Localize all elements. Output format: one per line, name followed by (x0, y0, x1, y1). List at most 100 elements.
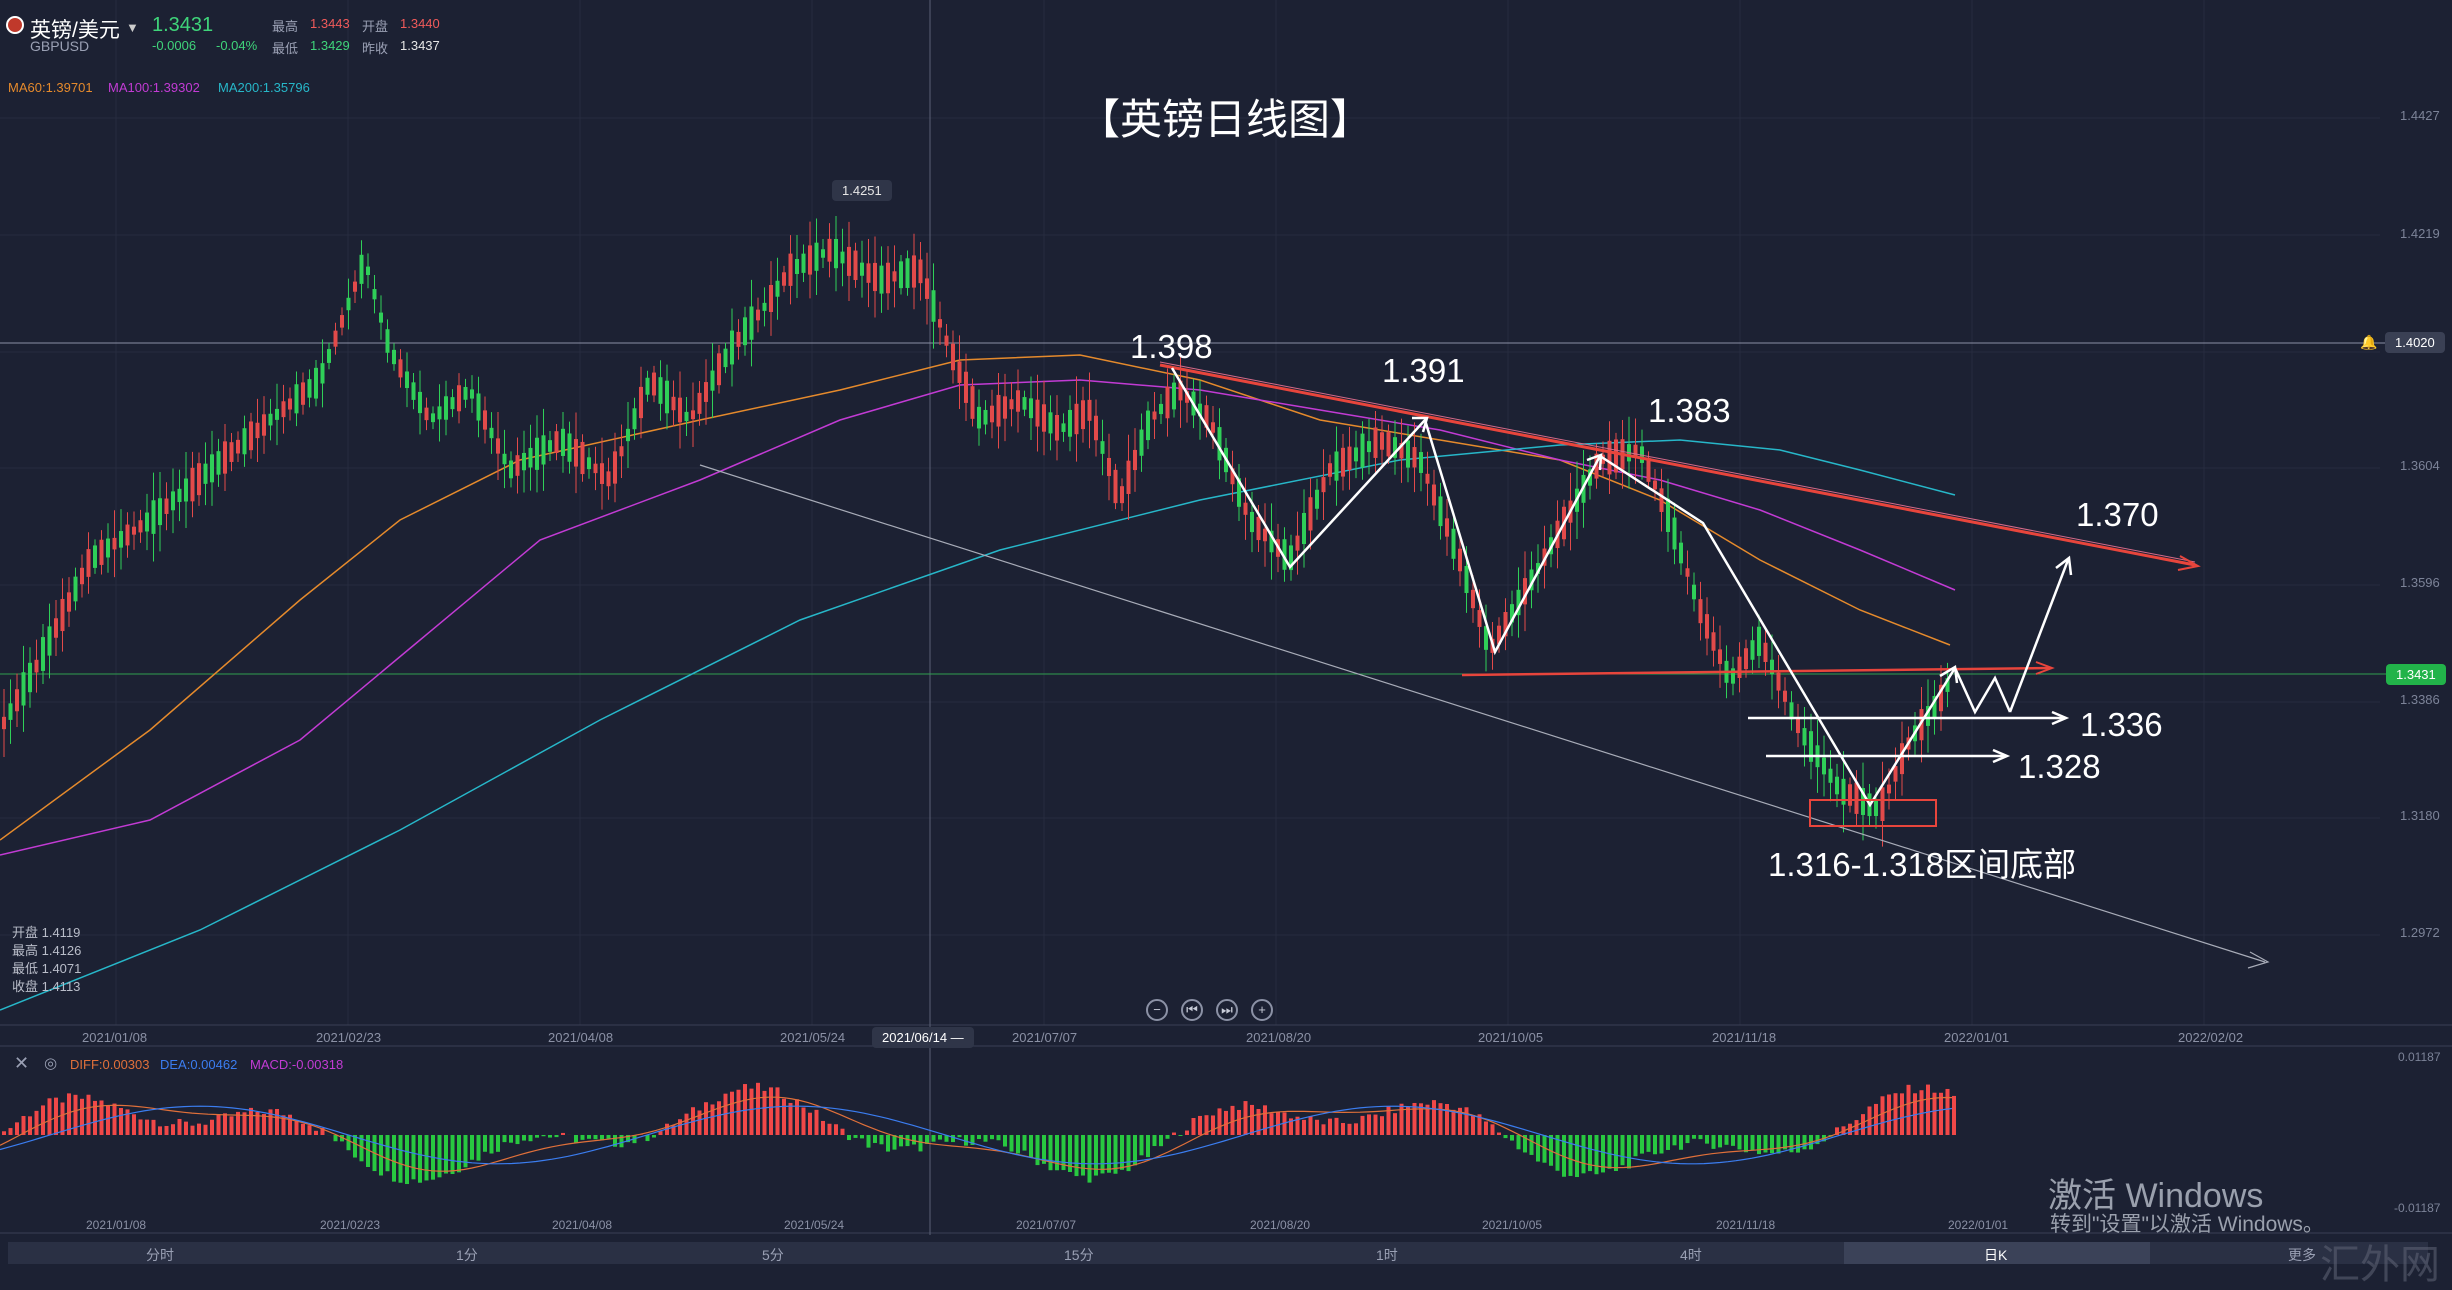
macd-bar (451, 1135, 455, 1174)
scroll-right-icon[interactable]: ⏭ (1216, 999, 1238, 1021)
macd-bar (906, 1135, 910, 1146)
candle-body (1309, 497, 1313, 530)
candle-body (1302, 513, 1306, 544)
macd-x-tick: 2021/02/23 (320, 1218, 380, 1232)
candle-body (425, 408, 429, 421)
macd-bar (1530, 1135, 1534, 1155)
candle-body (464, 387, 468, 400)
x-tick: 2021/11/18 (1712, 1030, 1776, 1045)
macd-bar (984, 1135, 988, 1142)
candle-body (984, 410, 988, 425)
candle-body (912, 255, 916, 287)
settings-icon[interactable]: ◎ (44, 1054, 57, 1072)
macd-bar (301, 1124, 305, 1135)
candle-body (321, 363, 325, 383)
candle-body (1114, 470, 1118, 503)
candle-body (1478, 610, 1482, 627)
candle-body (1881, 787, 1885, 821)
candle-body (1296, 536, 1300, 551)
macd-bar (1536, 1135, 1540, 1162)
candle-body (873, 263, 877, 291)
zoom-in-icon[interactable]: + (1251, 999, 1273, 1021)
candle-body (1023, 397, 1027, 410)
tf-daily[interactable]: 日K (1984, 1245, 2007, 1265)
candle-body (782, 272, 786, 285)
macd-bar (386, 1135, 390, 1171)
candle-body (1432, 485, 1436, 506)
macd-bar (1894, 1093, 1898, 1135)
candle-body (1140, 430, 1144, 456)
macd-bar (516, 1135, 520, 1144)
candle-body (704, 382, 708, 402)
macd-bar (1686, 1135, 1690, 1143)
candle-body (971, 386, 975, 419)
tf-more[interactable]: 更多 (2288, 1245, 2316, 1265)
bottom-zone-box (1810, 800, 1936, 826)
macd-bar (425, 1135, 429, 1180)
tf-4hour[interactable]: 4时 (1680, 1245, 1702, 1265)
bell-icon[interactable]: 🔔 (2360, 334, 2377, 351)
close-icon[interactable]: ✕ (14, 1053, 29, 1074)
macd-x-tick: 2022/01/01 (1948, 1218, 2008, 1232)
hline-price-tag[interactable]: 1.4020 (2385, 332, 2445, 353)
tf-15min[interactable]: 15分 (1064, 1245, 1094, 1265)
candle-body (802, 254, 806, 273)
candle-body (678, 398, 682, 423)
candle-body (1387, 432, 1391, 456)
candle-body (977, 407, 981, 429)
candle-body (997, 395, 1001, 427)
candle-body (925, 278, 929, 299)
macd-bar (1250, 1105, 1254, 1135)
macd-bar (1075, 1135, 1079, 1176)
macd-bar (1952, 1096, 1956, 1135)
candle-body (1426, 474, 1430, 484)
candle-body (171, 491, 175, 510)
macd-bar (581, 1135, 585, 1140)
candle-body (1049, 412, 1053, 433)
macd-bar (509, 1135, 513, 1143)
candle-body (685, 412, 689, 421)
macd-bar (1738, 1135, 1742, 1149)
macd-bar (1887, 1095, 1891, 1135)
macd-bar (1946, 1089, 1950, 1135)
tf-timeshare[interactable]: 分时 (146, 1245, 174, 1265)
macd-bar (165, 1126, 169, 1135)
candle-body (1068, 410, 1072, 437)
candle-body (1712, 632, 1716, 650)
candle-body (652, 373, 656, 396)
candle-body (399, 359, 403, 377)
candle-body (1666, 499, 1670, 532)
candle-body (607, 471, 611, 486)
macd-bar (1582, 1135, 1586, 1173)
chevron-down-icon[interactable]: ▼ (126, 20, 139, 35)
candle-body (646, 378, 650, 395)
macd-bar (919, 1135, 923, 1151)
macd-bar (1744, 1135, 1748, 1152)
macd-bar (1036, 1135, 1040, 1165)
candle-body (548, 440, 552, 452)
candle-body (776, 281, 780, 297)
macd-bar (561, 1133, 565, 1135)
macd-x-tick: 2021/11/18 (1716, 1218, 1775, 1232)
candle-body (659, 377, 663, 404)
scroll-left-icon[interactable]: ⏮ (1181, 999, 1203, 1021)
tf-5min[interactable]: 5分 (762, 1245, 784, 1265)
tf-1min[interactable]: 1分 (456, 1245, 478, 1265)
macd-bar (106, 1106, 110, 1135)
candle-body (1783, 691, 1787, 702)
candle-body (880, 266, 884, 294)
tf-1hour[interactable]: 1时 (1376, 1245, 1398, 1265)
candle-body (217, 451, 221, 475)
macd-bar (399, 1135, 403, 1183)
macd-bar (1491, 1124, 1495, 1135)
macd-bar (119, 1108, 123, 1135)
macd-bar (1751, 1135, 1755, 1151)
x-tick: 2021/04/08 (548, 1030, 613, 1045)
macd-bar (1796, 1135, 1800, 1153)
macd-bar (1861, 1114, 1865, 1135)
macd-bar (815, 1110, 819, 1135)
zoom-out-icon[interactable]: − (1146, 999, 1168, 1021)
candle-body (691, 410, 695, 419)
macd-bar (1270, 1113, 1274, 1135)
